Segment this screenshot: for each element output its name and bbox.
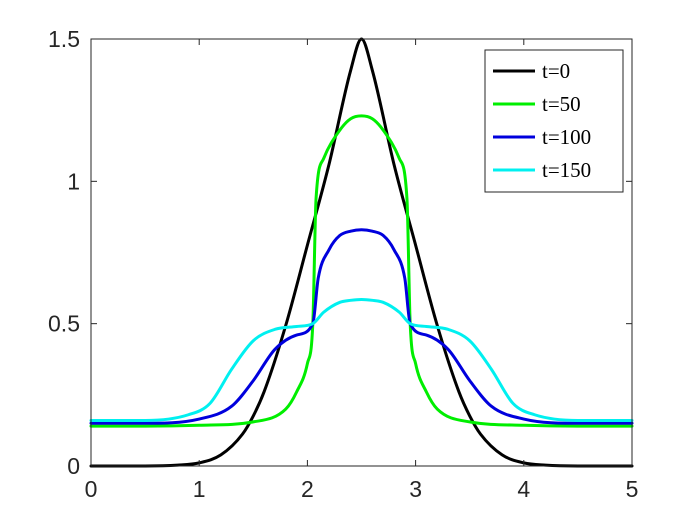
series-line-t-100 — [89, 228, 634, 425]
x-tick-label: 0 — [85, 476, 98, 502]
legend-label-t-0: t=0 — [542, 59, 570, 83]
legend-box — [484, 49, 624, 193]
y-tick-label: 1.5 — [48, 26, 80, 52]
axes-box — [90, 38, 633, 467]
x-tick-label: 5 — [626, 476, 639, 502]
legend-label-t-50: t=50 — [542, 92, 581, 116]
legend-label-t-150: t=150 — [542, 158, 591, 182]
x-tick-label: 3 — [409, 476, 422, 502]
y-tick-label: 0.5 — [48, 311, 80, 337]
series-line-t-50 — [89, 114, 634, 428]
y-tick-label: 1 — [67, 168, 80, 194]
x-tick-label: 1 — [193, 476, 206, 502]
series-line-t-150 — [89, 297, 634, 422]
x-tick-label: 2 — [301, 476, 314, 502]
x-tick-label: 4 — [517, 476, 530, 502]
axes-layer: 0 1 2 3 4 5 0 0.5 1 1.5 — [48, 26, 638, 502]
legend: t=0 t=50 t=100 t=150 — [484, 49, 624, 193]
legend-label-t-100: t=100 — [542, 125, 591, 149]
y-tick-label: 0 — [67, 453, 80, 479]
